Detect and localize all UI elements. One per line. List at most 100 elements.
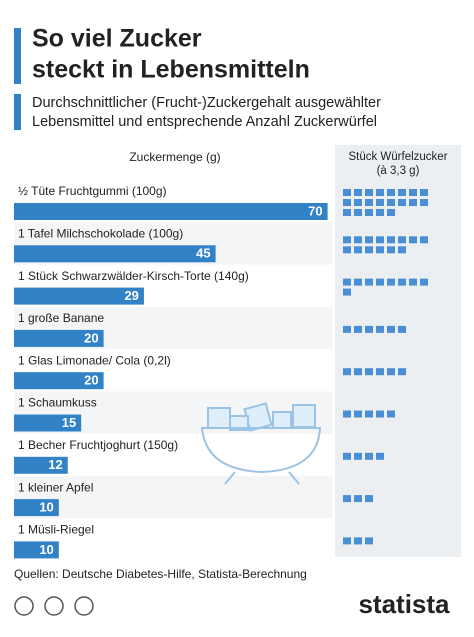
- sugar-cube: [376, 246, 384, 254]
- cube-group: [343, 537, 373, 545]
- category-label: 1 Glas Limonade/ Cola (0,2l): [18, 353, 171, 367]
- sugar-cube: [365, 189, 373, 196]
- sugar-cube: [376, 209, 384, 216]
- sugar-cube: [398, 368, 406, 376]
- sugar-cube: [387, 236, 395, 244]
- category-label: 1 große Banane: [18, 311, 104, 325]
- bar: [14, 287, 144, 305]
- source: Quellen: Deutsche Diabetes-Hilfe, Statis…: [14, 567, 307, 581]
- category-label: 1 Stück Schwarzwälder-Kirsch-Torte (140g…: [18, 269, 249, 283]
- sugar-cube: [365, 368, 373, 376]
- bar: [14, 499, 59, 517]
- cube-label: (à 3,3 g): [377, 165, 420, 177]
- cube-group: [343, 452, 384, 460]
- sugar-cube: [387, 199, 395, 206]
- sugar-cube: [343, 495, 351, 503]
- sugar-cube: [409, 236, 417, 244]
- sugar-cube: [354, 236, 362, 244]
- sugar-cube: [343, 189, 351, 196]
- sugar-cube: [354, 452, 362, 460]
- sugar-cube: [354, 325, 362, 333]
- rows: ½ Tüte Fruchtgummi (100g) 70 1 Tafel Milch…: [14, 184, 428, 559]
- sugar-cube: [365, 410, 373, 418]
- value-label: 15: [62, 415, 76, 430]
- license-icons: [14, 596, 94, 616]
- sugar-cube: [365, 325, 373, 333]
- sugar-cube: [354, 209, 362, 216]
- sugar-cube: [365, 199, 373, 206]
- sugar-cube: [387, 189, 395, 196]
- sugar-cube: [365, 452, 373, 460]
- title-accent: [14, 28, 21, 84]
- sugar-cube: [343, 325, 351, 333]
- sugar-cube: [387, 209, 395, 216]
- sugar-cube: [354, 246, 362, 254]
- sugar-cube: [409, 189, 417, 196]
- sugar-cube: [365, 537, 373, 545]
- cube-group: [343, 495, 373, 503]
- sugar-cube: [365, 236, 373, 244]
- sugar-cube: [409, 278, 417, 286]
- category-label: 1 kleiner Apfel: [18, 480, 93, 494]
- sugar-cube: [398, 199, 406, 206]
- category-label: ½ Tüte Fruchtgummi (100g): [18, 184, 167, 198]
- bar: [14, 414, 82, 432]
- brand-logo: statista: [358, 589, 450, 619]
- title: steckt in Lebensmitteln: [32, 56, 310, 84]
- sugar-cube: [376, 278, 384, 286]
- bar: [14, 203, 328, 220]
- sugar-cube: [343, 199, 351, 206]
- sugar-cube: [354, 410, 362, 418]
- sugar-cube: [420, 236, 428, 244]
- sugar-cube: [354, 189, 362, 196]
- sugar-cube: [343, 410, 351, 418]
- cube-group: [343, 410, 395, 418]
- sugar-cube: [354, 278, 362, 286]
- value-label: 20: [84, 373, 98, 388]
- sugar-cube: [343, 288, 351, 296]
- sugar-cube: [420, 189, 428, 196]
- cube-group: [343, 189, 428, 216]
- sugar-cube: [354, 199, 362, 206]
- value-label: 20: [84, 330, 98, 345]
- sugar-cube: [354, 495, 362, 503]
- subtitle: Lebensmittel und entsprechende Anzahl Zu…: [32, 114, 377, 130]
- sugar-cube: [343, 278, 351, 286]
- cube-group: [343, 278, 428, 296]
- sugar-cube: [376, 452, 384, 460]
- sugar-cube: [343, 368, 351, 376]
- sugar-cube: [354, 368, 362, 376]
- sugar-cube: [398, 325, 406, 333]
- subtitle-accent: [14, 94, 21, 130]
- category-label: 1 Tafel Milchschokolade (100g): [18, 226, 183, 240]
- sugar-cube: [376, 368, 384, 376]
- subtitle: Durchschnittlicher (Frucht-)Zuckergehalt…: [32, 95, 381, 111]
- bar: [14, 329, 104, 347]
- cube-group: [343, 236, 428, 254]
- sugar-cube: [387, 410, 395, 418]
- title: So viel Zucker: [32, 25, 202, 53]
- sugar-cube: [387, 368, 395, 376]
- sugar-cube: [343, 236, 351, 244]
- cube-label: Stück Würfelzucker: [348, 151, 447, 163]
- sugar-cube: [376, 236, 384, 244]
- bowl-illustration: [200, 402, 322, 485]
- category-label: 1 Schaumkuss: [18, 396, 97, 410]
- value-label: 10: [39, 542, 53, 557]
- sugar-cube: [409, 199, 417, 206]
- sugar-cube: [365, 495, 373, 503]
- sugar-cube: [376, 410, 384, 418]
- sugar-cube: [354, 537, 362, 545]
- x-label: Zuckermenge (g): [129, 150, 220, 164]
- sugar-cube: [398, 246, 406, 254]
- sugar-cube: [343, 452, 351, 460]
- bar: [14, 245, 216, 263]
- bar: [14, 372, 104, 390]
- sugar-cube: [365, 246, 373, 254]
- bar: [14, 541, 59, 559]
- sugar-cube: [387, 325, 395, 333]
- value-label: 29: [124, 288, 138, 303]
- sugar-cube: [420, 199, 428, 206]
